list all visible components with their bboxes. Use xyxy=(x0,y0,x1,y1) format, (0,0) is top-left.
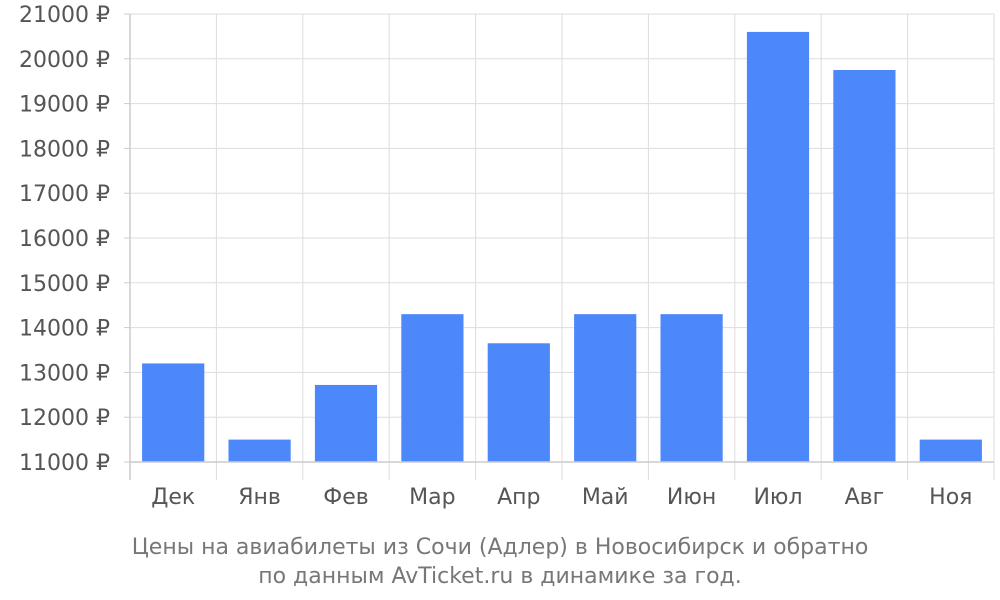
bar-4 xyxy=(401,314,464,462)
y-tick-label: 15000 ₽ xyxy=(19,272,110,297)
y-tick-label: 14000 ₽ xyxy=(19,317,110,342)
x-tick-label: Июн xyxy=(667,485,716,510)
y-tick-labels: 11000 ₽ 12000 ₽ 13000 ₽ 14000 ₽ 15000 ₽ 16000… xyxy=(19,3,110,476)
x-tick-label: Июл xyxy=(753,485,802,510)
bar-8 xyxy=(746,31,810,462)
y-tick-label: 11000 ₽ xyxy=(19,451,110,476)
y-tick-label: 18000 ₽ xyxy=(19,137,110,162)
bars xyxy=(142,31,982,462)
chart-caption-line-1: Цены на авиабилеты из Сочи (Адлер) в Нов… xyxy=(131,535,869,560)
bar-3 xyxy=(314,384,378,462)
y-tick-label: 17000 ₽ xyxy=(19,182,110,207)
bar-6 xyxy=(574,314,637,462)
y-tick-label: 16000 ₽ xyxy=(19,227,110,252)
y-tick-label: 19000 ₽ xyxy=(19,93,110,118)
bar-1 xyxy=(142,363,205,462)
chart-caption-line-2: по данным AvTicket.ru в динамике за год. xyxy=(258,564,742,589)
grid-lines xyxy=(130,13,995,480)
bar-2 xyxy=(228,439,291,462)
bar-9 xyxy=(833,70,896,462)
x-tick-label: Янв xyxy=(238,485,281,510)
axes xyxy=(124,13,994,480)
y-tick-label: 20000 ₽ xyxy=(19,48,110,73)
x-tick-label: Дек xyxy=(151,485,195,510)
x-tick-label: Фев xyxy=(323,485,368,510)
x-tick-label: Ноя xyxy=(929,485,972,510)
x-tick-label: Мар xyxy=(409,485,455,510)
x-tick-labels: Дек Янв Фев Мар Апр Май Июн Июл Авг Ноя xyxy=(151,485,972,510)
bar-5 xyxy=(487,343,550,462)
x-tick-label: Апр xyxy=(497,485,540,510)
chart-caption: Цены на авиабилеты из Сочи (Адлер) в Нов… xyxy=(0,533,1000,591)
y-tick-label: 13000 ₽ xyxy=(19,361,110,386)
y-tick-label: 12000 ₽ xyxy=(19,406,110,431)
x-tick-label: Май xyxy=(582,485,629,510)
bar-7 xyxy=(660,314,723,462)
y-tick-label: 21000 ₽ xyxy=(19,3,110,28)
x-tick-label: Авг xyxy=(845,485,885,510)
bar-10 xyxy=(919,439,982,462)
